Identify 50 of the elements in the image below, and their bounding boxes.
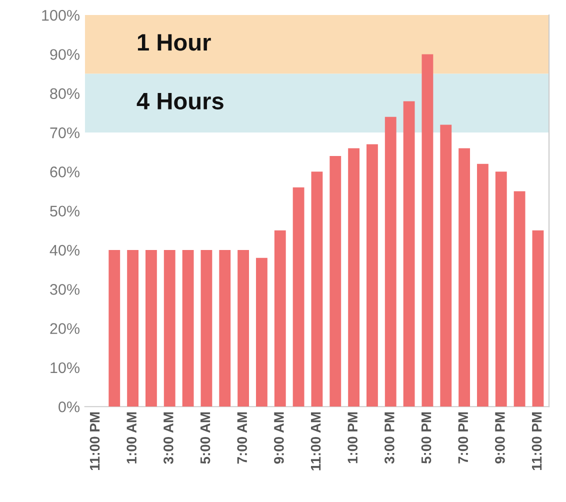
y-tick-label: 80% (50, 88, 80, 100)
bar (366, 144, 378, 407)
bar (384, 116, 396, 407)
x-tick-label: 5:00 PM (421, 412, 432, 464)
bar (164, 250, 176, 407)
y-tick-label: 0% (58, 401, 80, 412)
x-tick-label: 11:00 PM (532, 412, 542, 470)
bar (182, 250, 194, 407)
bar (514, 191, 526, 407)
x-tick-label: 9:00 PM (495, 412, 505, 464)
band-label: 4 Hours (136, 93, 224, 110)
bar (274, 230, 286, 407)
bar (127, 250, 138, 407)
y-tick-label: 50% (50, 206, 80, 217)
y-tick-label: 30% (50, 284, 80, 295)
bar (145, 250, 157, 407)
x-tick-label: 3:00 PM (384, 412, 394, 464)
bar (403, 101, 415, 407)
bar (495, 172, 507, 407)
bar (440, 124, 452, 407)
bar (219, 250, 231, 407)
x-tick-label: 1:00 AM (126, 412, 137, 464)
bar (348, 148, 360, 407)
bar (330, 156, 342, 407)
y-tick-label: 10% (50, 362, 80, 374)
y-tick-label: 70% (50, 127, 80, 138)
x-tick-label: 7:00 AM (237, 412, 248, 464)
y-tick-label: 90% (50, 49, 80, 60)
bar (292, 187, 304, 407)
bar (238, 250, 249, 407)
bar (200, 250, 212, 407)
y-tick-label: 100% (42, 10, 80, 21)
bar (422, 54, 434, 407)
x-tick-label: 5:00 AM (200, 412, 210, 464)
bar (458, 148, 470, 407)
x-tick-label: 3:00 AM (164, 412, 174, 464)
x-tick-label: 11:00 PM (90, 412, 100, 470)
x-tick-label: 7:00 PM (458, 412, 468, 464)
bar (256, 258, 268, 407)
bar (311, 172, 323, 407)
bar (108, 250, 120, 407)
x-tick-label: 11:00 AM (310, 412, 321, 470)
y-tick-label: 60% (50, 166, 80, 178)
x-tick-label: 9:00 AM (274, 412, 284, 464)
bar (532, 230, 544, 407)
bar (477, 164, 488, 407)
y-tick-label: 40% (50, 244, 80, 256)
y-tick-label: 20% (50, 323, 80, 334)
x-tick-label: 1:00 PM (348, 412, 358, 464)
band-label: 1 Hour (138, 34, 211, 51)
